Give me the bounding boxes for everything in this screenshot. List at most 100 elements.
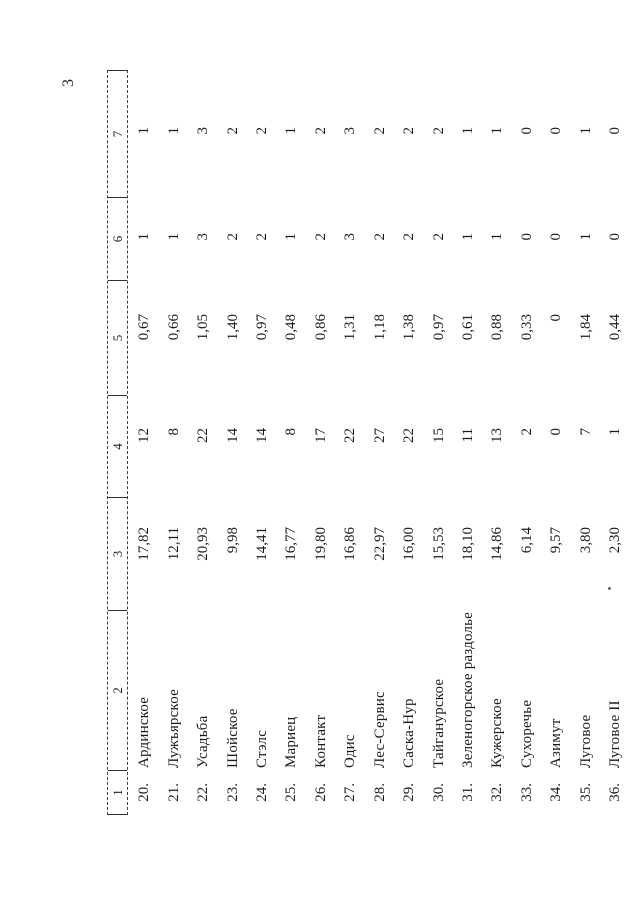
col4-value-cell: 14 bbox=[253, 428, 270, 443]
col7-value-cell: 1 bbox=[460, 127, 477, 135]
col3-value-cell: 12,11 bbox=[165, 527, 182, 561]
col5-value-cell: 1,40 bbox=[224, 314, 241, 341]
col7-value-cell: 1 bbox=[165, 127, 182, 135]
row-number-cell: 28. bbox=[371, 783, 388, 802]
col3-value-cell: 16,86 bbox=[342, 527, 359, 561]
col5-value-cell: 0,33 bbox=[518, 314, 535, 341]
col5-value-cell: 1,31 bbox=[342, 314, 359, 341]
col3-value-cell: 6,14 bbox=[518, 527, 535, 554]
col6-value-cell: 2 bbox=[401, 233, 418, 241]
col3-value-cell: 17,82 bbox=[136, 527, 153, 561]
row-number-cell: 27. bbox=[342, 783, 359, 802]
col7-value-cell: 0 bbox=[548, 127, 565, 135]
col6-value-cell: 0 bbox=[607, 233, 624, 241]
col5-value-cell: 1,84 bbox=[577, 314, 594, 341]
column-header: 2 bbox=[108, 610, 127, 770]
col7-value-cell: 1 bbox=[577, 127, 594, 135]
table-row: 32. Кужерское 14,86 13 0,88 1 1 bbox=[483, 70, 512, 815]
row-number-cell: 22. bbox=[195, 783, 212, 802]
col7-value-cell: 2 bbox=[430, 127, 447, 135]
col4-value-cell: 22 bbox=[401, 428, 418, 443]
table-row: 21. Лужъярское 12,11 8 0,66 1 1 bbox=[159, 70, 188, 815]
col5-value-cell: 0,61 bbox=[460, 314, 477, 341]
col5-value-cell: 0,97 bbox=[430, 314, 447, 341]
col5-value-cell: 1,05 bbox=[195, 314, 212, 341]
column-header: 6 bbox=[108, 197, 127, 280]
col5-value-cell: 1,18 bbox=[371, 314, 388, 341]
name-cell: Лес-Сервис bbox=[371, 691, 388, 768]
col4-value-cell: 2 bbox=[518, 428, 535, 436]
col7-value-cell: 3 bbox=[342, 127, 359, 135]
col4-value-cell: 22 bbox=[342, 428, 359, 443]
col7-value-cell: 2 bbox=[224, 127, 241, 135]
table-row: 29. Саска-Нур 16,00 22 1,38 2 2 bbox=[395, 70, 424, 815]
col4-value-cell: 17 bbox=[312, 428, 329, 443]
row-number-cell: 24. bbox=[253, 783, 270, 802]
col3-value-cell: 2,30 bbox=[607, 527, 624, 554]
col4-value-cell: 12 bbox=[136, 428, 153, 443]
table-row: 26. Контакт 19,80 17 0,86 2 2 bbox=[307, 70, 336, 815]
col6-value-cell: 2 bbox=[430, 233, 447, 241]
column-header: 3 bbox=[108, 497, 127, 610]
table-body: 20. Ардинское 17,82 12 0,67 1 1 21. Лужъ… bbox=[128, 70, 630, 815]
table-row: 34. Азимут 9,57 0 0 0 0 bbox=[542, 70, 571, 815]
table-row: 36. Луговое II 2,30 1 0,44 0 0 bbox=[601, 70, 630, 815]
col4-value-cell: 15 bbox=[430, 428, 447, 443]
row-number-cell: 36. bbox=[607, 783, 624, 802]
col5-value-cell: 0,66 bbox=[165, 314, 182, 341]
col5-value-cell: 1,38 bbox=[401, 314, 418, 341]
row-number-cell: 33. bbox=[518, 783, 535, 802]
col6-value-cell: 2 bbox=[253, 233, 270, 241]
row-number-cell: 29. bbox=[401, 783, 418, 802]
col6-value-cell: 3 bbox=[195, 233, 212, 241]
name-cell: Стэлс bbox=[253, 729, 270, 768]
col6-value-cell: 1 bbox=[577, 233, 594, 241]
col3-value-cell: 20,93 bbox=[195, 527, 212, 561]
col7-value-cell: 2 bbox=[401, 127, 418, 135]
table-row: 30. Тайганурское 15,53 15 0,97 2 2 bbox=[424, 70, 453, 815]
col5-value-cell: 0,97 bbox=[253, 314, 270, 341]
row-number-cell: 25. bbox=[283, 783, 300, 802]
row-number-cell: 26. bbox=[312, 783, 329, 802]
name-cell: Лужъярское bbox=[165, 689, 182, 768]
scan-speck bbox=[608, 587, 611, 590]
name-cell: Луговое bbox=[577, 714, 594, 768]
col5-value-cell: 0,44 bbox=[607, 314, 624, 341]
row-number-cell: 32. bbox=[489, 783, 506, 802]
col4-value-cell: 11 bbox=[460, 428, 477, 443]
row-number-cell: 35. bbox=[577, 783, 594, 802]
col5-value-cell: 0,48 bbox=[283, 314, 300, 341]
col5-value-cell: 0,86 bbox=[312, 314, 329, 341]
table-row: 35. Луговое 3,80 7 1,84 1 1 bbox=[572, 70, 601, 815]
name-cell: Кужерское bbox=[489, 698, 506, 768]
name-cell: Саска-Нур bbox=[401, 698, 418, 768]
col5-value-cell: 0,67 bbox=[136, 314, 153, 341]
name-cell: Сухоречье bbox=[518, 699, 535, 768]
row-number-cell: 30. bbox=[430, 783, 447, 802]
col6-value-cell: 0 bbox=[548, 233, 565, 241]
row-number-cell: 21. bbox=[165, 783, 182, 802]
name-cell: Контакт bbox=[312, 714, 329, 768]
name-cell: Азимут bbox=[548, 718, 565, 768]
row-number-cell: 34. bbox=[548, 783, 565, 802]
col3-value-cell: 18,10 bbox=[460, 527, 477, 561]
col7-value-cell: 1 bbox=[489, 127, 506, 135]
name-cell: Усадьба bbox=[195, 715, 212, 768]
name-cell: Тайганурское bbox=[430, 678, 447, 768]
col6-value-cell: 0 bbox=[518, 233, 535, 241]
row-number-cell: 31. bbox=[460, 783, 477, 802]
col7-value-cell: 2 bbox=[371, 127, 388, 135]
col6-value-cell: 2 bbox=[371, 233, 388, 241]
col4-value-cell: 22 bbox=[195, 428, 212, 443]
column-header: 5 bbox=[108, 280, 127, 395]
col4-value-cell: 0 bbox=[548, 428, 565, 436]
table-row: 31. Зеленогорское раздолье 18,10 11 0,61… bbox=[454, 70, 483, 815]
col4-value-cell: 8 bbox=[165, 428, 182, 436]
col5-value-cell: 0,88 bbox=[489, 314, 506, 341]
col6-value-cell: 1 bbox=[460, 233, 477, 241]
row-number-cell: 20. bbox=[136, 783, 153, 802]
column-header: 7 bbox=[108, 70, 127, 197]
col3-value-cell: 16,77 bbox=[283, 527, 300, 561]
name-cell: Мариец bbox=[283, 716, 300, 768]
